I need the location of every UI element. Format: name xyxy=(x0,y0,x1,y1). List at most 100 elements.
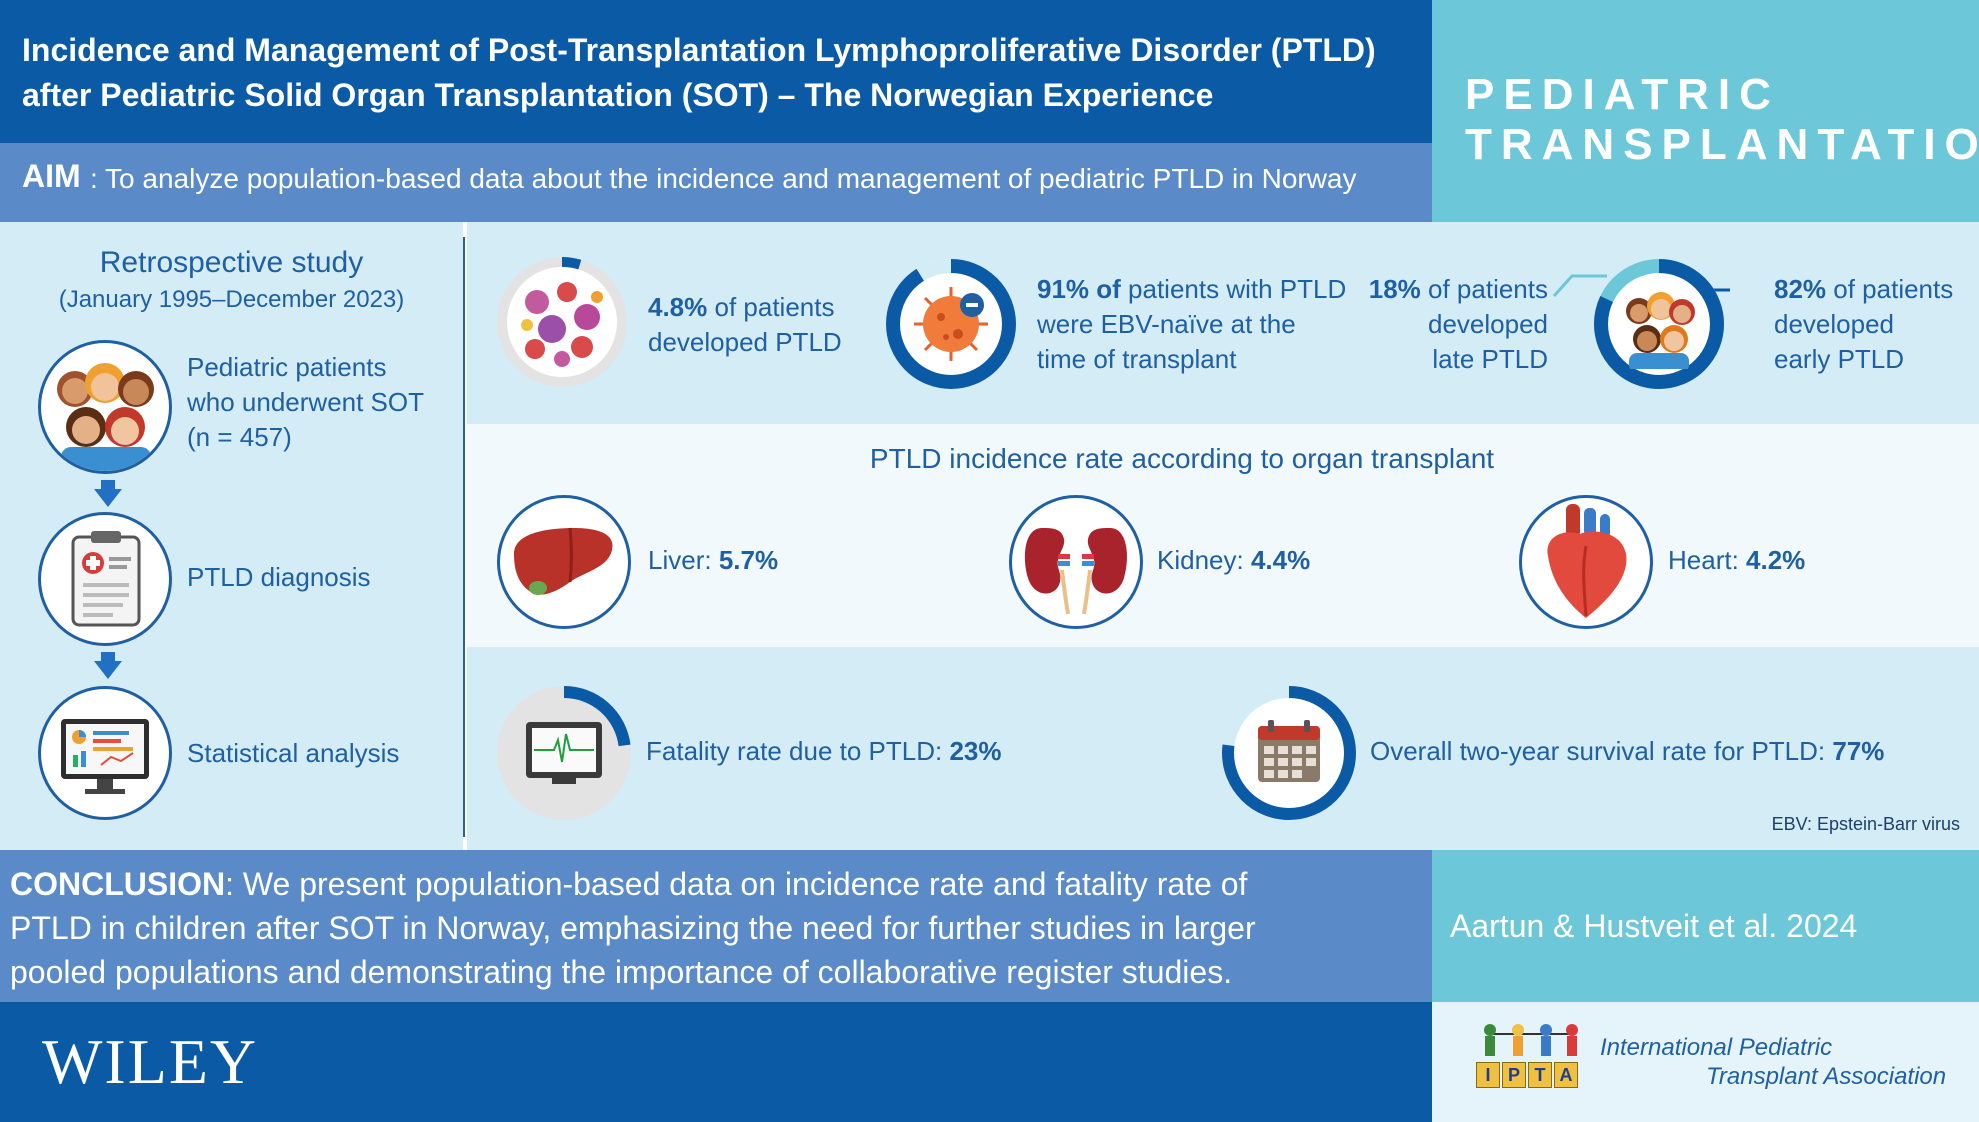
flow-arrow-stem-2 xyxy=(101,652,115,662)
late-ptld-text-3: late PTLD xyxy=(1432,344,1548,374)
ipta-name-line-2: Transplant Association xyxy=(1706,1063,1947,1090)
journal-name-line-1: PEDIATRIC xyxy=(1465,70,1780,119)
statistics-step-text: Statistical analysis xyxy=(187,738,400,768)
early-ptld-text: 82% of patients developed early PTLD xyxy=(1774,272,1953,377)
patients-line-2: who underwent SOT xyxy=(187,387,425,417)
ebv-naive-arc xyxy=(886,259,1016,389)
diagnosis-step-text: PTLD diagnosis xyxy=(187,562,371,592)
ipta-block-i: I xyxy=(1476,1062,1500,1088)
ptld-incidence-value: 4.8% xyxy=(648,292,708,322)
ptld-incidence-ring xyxy=(497,257,627,387)
page-title: Incidence and Management of Post-Transpl… xyxy=(22,28,1422,118)
conclusion-line-2: PTLD in children after SOT in Norway, em… xyxy=(10,910,1256,946)
children-group-icon xyxy=(1626,292,1695,369)
patients-line-1: Pediatric patients xyxy=(187,352,387,382)
late-ptld-text-1: of patients xyxy=(1420,274,1548,304)
aim-label: AIM xyxy=(22,158,81,194)
children-group-icon xyxy=(38,340,172,474)
ebv-naive-ring xyxy=(886,259,1016,389)
liver-rate-text: Liver: 5.7% xyxy=(648,543,778,578)
organ-section-heading: PTLD incidence rate according to organ t… xyxy=(869,443,1495,474)
survival-text: Overall two-year survival rate for PTLD:… xyxy=(1370,734,1884,769)
early-ptld-text-1: of patients xyxy=(1826,274,1954,304)
statistics-monitor-icon xyxy=(38,686,172,820)
ipta-block-a: A xyxy=(1554,1062,1578,1088)
ebv-naive-text-2: were EBV-naïve at the xyxy=(1037,309,1296,339)
study-dates: (January 1995–December 2023) xyxy=(58,286,405,313)
ebv-naive-text-3: time of transplant xyxy=(1037,344,1237,374)
heart-label: Heart: xyxy=(1668,545,1747,575)
flow-arrow-down-icon xyxy=(94,489,122,507)
fatality-value: 23% xyxy=(949,736,1002,766)
heart-monitor-icon xyxy=(526,722,602,784)
ipta-block-t: T xyxy=(1528,1062,1552,1088)
liver-label: Liver: xyxy=(648,545,719,575)
ptld-incidence-text: 4.8% of patients developed PTLD xyxy=(648,290,842,360)
ebv-naive-text: 91% of patients with PTLD were EBV-naïve… xyxy=(1037,272,1346,377)
conclusion-line-1: : We present population-based data on in… xyxy=(225,866,1248,902)
title-line-1: Incidence and Management of Post-Transpl… xyxy=(22,32,1376,68)
conclusion-label: CONCLUSION xyxy=(10,866,226,902)
ipta-block-p: P xyxy=(1502,1062,1526,1088)
journal-banner xyxy=(1432,0,1979,222)
ipta-name: International Pediatric Transplant Assoc… xyxy=(1600,1033,1946,1091)
late-ptld-value: 18% xyxy=(1368,274,1421,304)
early-late-ring xyxy=(1594,259,1724,389)
panel-divider xyxy=(463,237,465,837)
title-line-2: after Pediatric Solid Organ Transplantat… xyxy=(22,77,1214,113)
flow-arrow-stem-1 xyxy=(101,480,115,490)
liver-value: 5.7% xyxy=(718,545,779,575)
fatality-text: Fatality rate due to PTLD: 23% xyxy=(646,734,1002,769)
survival-arc xyxy=(1222,686,1356,820)
abbreviation-footnote: EBV: Epstein-Barr virus xyxy=(1771,814,1960,834)
aim-bar xyxy=(0,143,1432,222)
survival-value: 77% xyxy=(1832,736,1885,766)
virus-icon xyxy=(914,287,988,361)
journal-name-line-2: TRANSPLANTATION xyxy=(1465,120,1979,169)
study-title: Retrospective study xyxy=(99,246,364,279)
conclusion-text: CONCLUSION: We present population-based … xyxy=(10,862,1430,994)
ebv-naive-value: 91% of xyxy=(1037,274,1121,304)
organ-incidence-panel xyxy=(467,424,1979,647)
fatality-arc xyxy=(497,686,631,820)
aim-text: : To analyze population-based data about… xyxy=(90,163,1357,194)
blood-cells-icon xyxy=(507,267,617,377)
heart-icon xyxy=(1519,495,1653,629)
early-ptld-text-3: early PTLD xyxy=(1774,344,1905,374)
heart-value: 4.2% xyxy=(1746,545,1806,575)
conclusion-bar xyxy=(0,850,1432,1002)
kidney-label: Kidney: xyxy=(1157,545,1251,575)
fatality-label: Fatality rate due to PTLD: xyxy=(646,736,950,766)
patients-line-3: (n = 457) xyxy=(187,422,292,452)
late-ptld-text-2: developed xyxy=(1428,309,1548,339)
ipta-children-figures xyxy=(1484,1024,1578,1056)
ipta-name-line-1: International Pediatric xyxy=(1600,1034,1833,1061)
kidney-icon xyxy=(1009,495,1143,629)
citation-box xyxy=(1432,850,1979,1002)
early-ptld-text-2: developed xyxy=(1774,309,1894,339)
fatality-ring xyxy=(497,686,631,820)
ptld-incidence-text-1: of patients xyxy=(707,292,835,322)
heart-rate-text: Heart: 4.2% xyxy=(1668,543,1805,578)
late-leader-line xyxy=(1552,274,1607,298)
header-banner xyxy=(0,0,1432,143)
flow-arrow-down-icon xyxy=(94,661,122,679)
ptld-incidence-arc xyxy=(497,257,627,387)
late-ptld-text: 18% of patients developed late PTLD xyxy=(1360,272,1548,377)
citation: Aartun & Hustveit et al. 2024 xyxy=(1450,908,1858,944)
early-ptld-arc xyxy=(1594,259,1724,389)
ipta-letter-blocks: I P T A xyxy=(1476,1062,1578,1088)
liver-icon xyxy=(497,495,631,629)
footer-bar xyxy=(0,1002,1432,1122)
patients-step-text: Pediatric patients who underwent SOT (n … xyxy=(187,350,424,455)
survival-ring xyxy=(1222,686,1356,820)
key-findings-panel xyxy=(467,222,1979,424)
ipta-logo: I P T A xyxy=(1476,1022,1586,1092)
ebv-naive-text-1: patients with PTLD xyxy=(1120,274,1347,304)
survival-label: Overall two-year survival rate for PTLD: xyxy=(1370,736,1833,766)
early-ptld-value: 82% xyxy=(1774,274,1827,304)
publisher-logo: WILEY xyxy=(42,1026,259,1097)
ptld-incidence-text-2: developed PTLD xyxy=(648,327,842,357)
kidney-value: 4.4% xyxy=(1250,545,1311,575)
conclusion-line-3: pooled populations and demonstrating the… xyxy=(10,954,1233,990)
